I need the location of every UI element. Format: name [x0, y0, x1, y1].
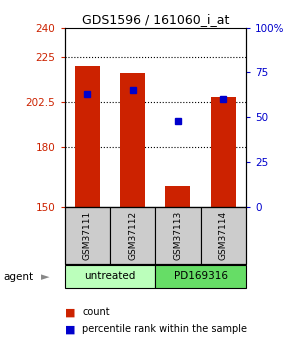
Bar [75, 67, 100, 207]
Text: ►: ► [40, 272, 49, 282]
Text: PD169316: PD169316 [174, 272, 228, 281]
Text: GSM37113: GSM37113 [173, 211, 182, 260]
Bar [166, 186, 190, 207]
Text: agent: agent [3, 272, 33, 282]
Bar [64, 207, 110, 264]
Bar [120, 73, 145, 207]
Text: ■: ■ [64, 307, 75, 317]
Text: GSM37111: GSM37111 [83, 211, 92, 260]
Text: untreated: untreated [84, 272, 136, 281]
Bar [110, 207, 155, 264]
Title: GDS1596 / 161060_i_at: GDS1596 / 161060_i_at [82, 13, 229, 27]
Text: percentile rank within the sample: percentile rank within the sample [82, 325, 247, 334]
Bar [201, 207, 246, 264]
Text: GSM37112: GSM37112 [128, 211, 137, 260]
Text: GSM37114: GSM37114 [219, 211, 228, 260]
Bar [155, 207, 201, 264]
Bar [155, 265, 246, 288]
Text: count: count [82, 307, 110, 317]
Text: ■: ■ [64, 325, 75, 334]
Bar [64, 265, 155, 288]
Bar [211, 97, 236, 207]
